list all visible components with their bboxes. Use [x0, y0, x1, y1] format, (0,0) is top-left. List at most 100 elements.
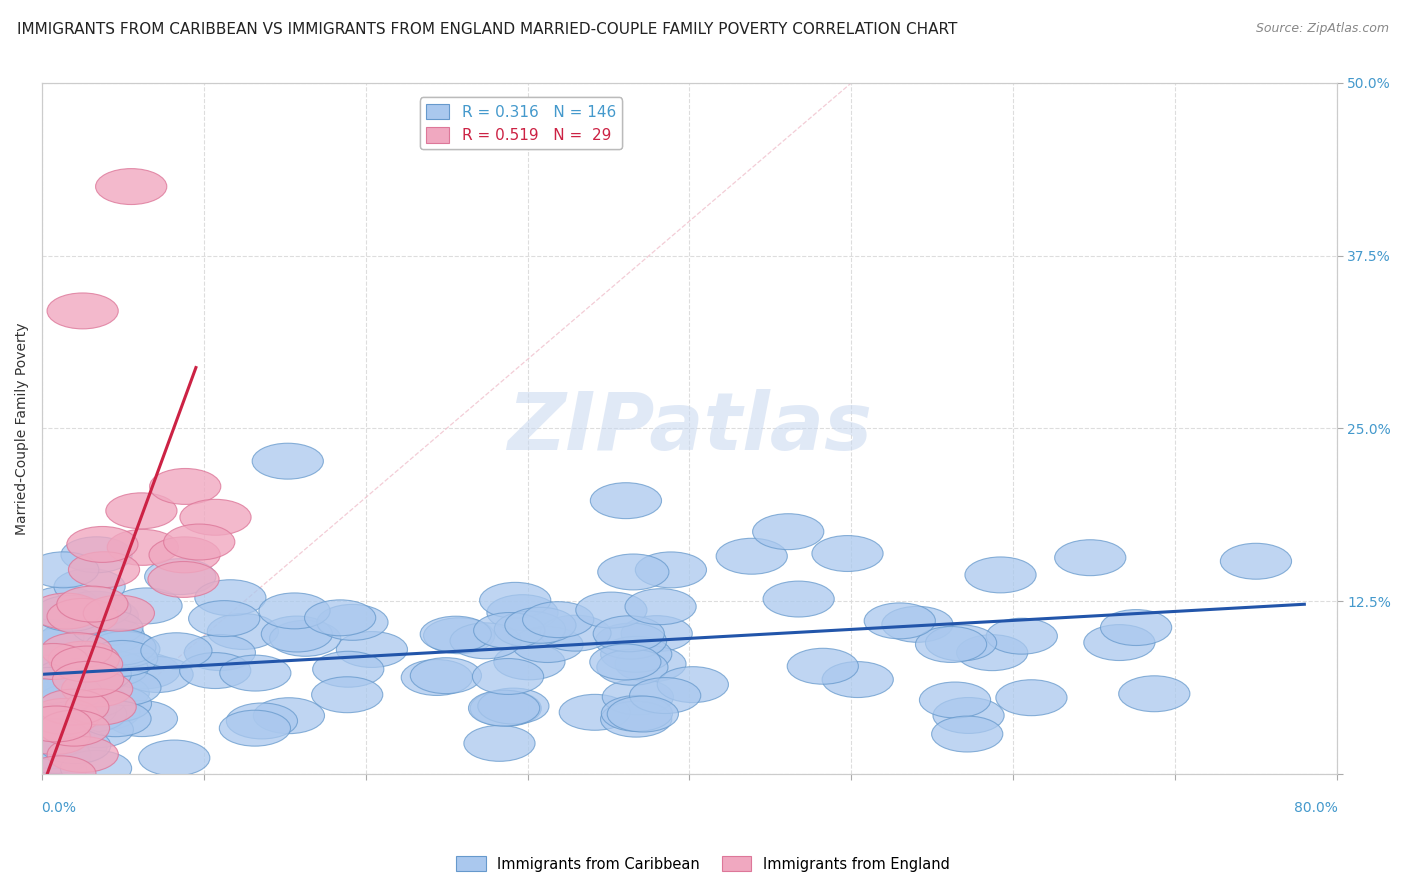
Ellipse shape [80, 686, 152, 722]
Ellipse shape [45, 692, 117, 728]
Ellipse shape [24, 717, 94, 754]
Ellipse shape [56, 690, 128, 725]
Ellipse shape [207, 614, 278, 649]
Ellipse shape [336, 632, 408, 667]
Text: ZIPatlas: ZIPatlas [508, 390, 872, 467]
Ellipse shape [865, 603, 935, 639]
Ellipse shape [636, 552, 706, 588]
Ellipse shape [596, 649, 668, 685]
Ellipse shape [28, 627, 100, 664]
Ellipse shape [24, 685, 96, 721]
Ellipse shape [512, 626, 583, 663]
Ellipse shape [55, 681, 127, 718]
Text: 0.0%: 0.0% [41, 801, 76, 814]
Ellipse shape [42, 664, 114, 699]
Ellipse shape [90, 670, 162, 706]
Ellipse shape [18, 643, 89, 680]
Ellipse shape [96, 169, 167, 204]
Ellipse shape [28, 586, 100, 623]
Ellipse shape [259, 593, 330, 629]
Ellipse shape [24, 702, 96, 738]
Ellipse shape [464, 725, 536, 762]
Ellipse shape [62, 671, 132, 707]
Ellipse shape [626, 589, 696, 624]
Ellipse shape [149, 537, 221, 573]
Ellipse shape [46, 293, 118, 329]
Ellipse shape [965, 557, 1036, 593]
Text: IMMIGRANTS FROM CARIBBEAN VS IMMIGRANTS FROM ENGLAND MARRIED-COUPLE FAMILY POVER: IMMIGRANTS FROM CARIBBEAN VS IMMIGRANTS … [17, 22, 957, 37]
Ellipse shape [22, 691, 94, 727]
Ellipse shape [450, 623, 522, 659]
Ellipse shape [13, 723, 84, 759]
Ellipse shape [84, 629, 156, 665]
Ellipse shape [56, 586, 128, 622]
Ellipse shape [73, 617, 145, 653]
Legend: Immigrants from Caribbean, Immigrants from England: Immigrants from Caribbean, Immigrants fr… [450, 850, 956, 878]
Ellipse shape [589, 644, 661, 680]
Ellipse shape [87, 640, 157, 676]
Ellipse shape [62, 712, 134, 747]
Ellipse shape [270, 620, 340, 657]
Ellipse shape [38, 623, 110, 658]
Ellipse shape [80, 701, 150, 737]
Ellipse shape [141, 632, 212, 669]
Ellipse shape [149, 468, 221, 504]
Ellipse shape [25, 677, 97, 713]
Ellipse shape [495, 611, 565, 647]
Ellipse shape [716, 538, 787, 574]
Ellipse shape [614, 646, 686, 681]
Ellipse shape [60, 591, 131, 627]
Ellipse shape [934, 698, 1004, 733]
Ellipse shape [69, 552, 139, 588]
Ellipse shape [38, 708, 108, 745]
Ellipse shape [31, 675, 103, 711]
Ellipse shape [915, 626, 987, 663]
Ellipse shape [932, 716, 1002, 752]
Ellipse shape [1101, 609, 1171, 646]
Ellipse shape [122, 657, 193, 692]
Ellipse shape [956, 635, 1028, 671]
Ellipse shape [195, 580, 266, 615]
Ellipse shape [60, 750, 132, 787]
Ellipse shape [22, 754, 94, 789]
Ellipse shape [423, 618, 495, 654]
Ellipse shape [925, 625, 997, 661]
Ellipse shape [226, 703, 298, 739]
Ellipse shape [28, 552, 98, 588]
Ellipse shape [312, 677, 382, 713]
Ellipse shape [494, 644, 565, 680]
Ellipse shape [79, 675, 149, 711]
Ellipse shape [139, 740, 209, 776]
Ellipse shape [920, 682, 991, 718]
Ellipse shape [65, 689, 136, 725]
Ellipse shape [882, 607, 953, 642]
Ellipse shape [219, 710, 291, 746]
Ellipse shape [305, 599, 375, 636]
Ellipse shape [602, 679, 673, 715]
Ellipse shape [420, 616, 491, 652]
Ellipse shape [60, 537, 132, 573]
Ellipse shape [38, 710, 110, 746]
Ellipse shape [13, 619, 84, 656]
Ellipse shape [28, 668, 100, 704]
Ellipse shape [621, 615, 692, 651]
Ellipse shape [77, 650, 148, 687]
Ellipse shape [657, 666, 728, 703]
Ellipse shape [505, 607, 576, 643]
Ellipse shape [25, 756, 96, 792]
Ellipse shape [69, 694, 141, 730]
Ellipse shape [25, 645, 96, 681]
Ellipse shape [107, 700, 177, 737]
Ellipse shape [752, 514, 824, 549]
Ellipse shape [184, 634, 256, 671]
Ellipse shape [401, 659, 472, 696]
Ellipse shape [67, 526, 138, 562]
Ellipse shape [995, 680, 1067, 715]
Ellipse shape [253, 698, 325, 733]
Ellipse shape [145, 558, 217, 595]
Ellipse shape [560, 694, 630, 731]
Ellipse shape [252, 443, 323, 479]
Ellipse shape [46, 658, 118, 694]
Ellipse shape [15, 751, 87, 787]
Ellipse shape [18, 732, 89, 769]
